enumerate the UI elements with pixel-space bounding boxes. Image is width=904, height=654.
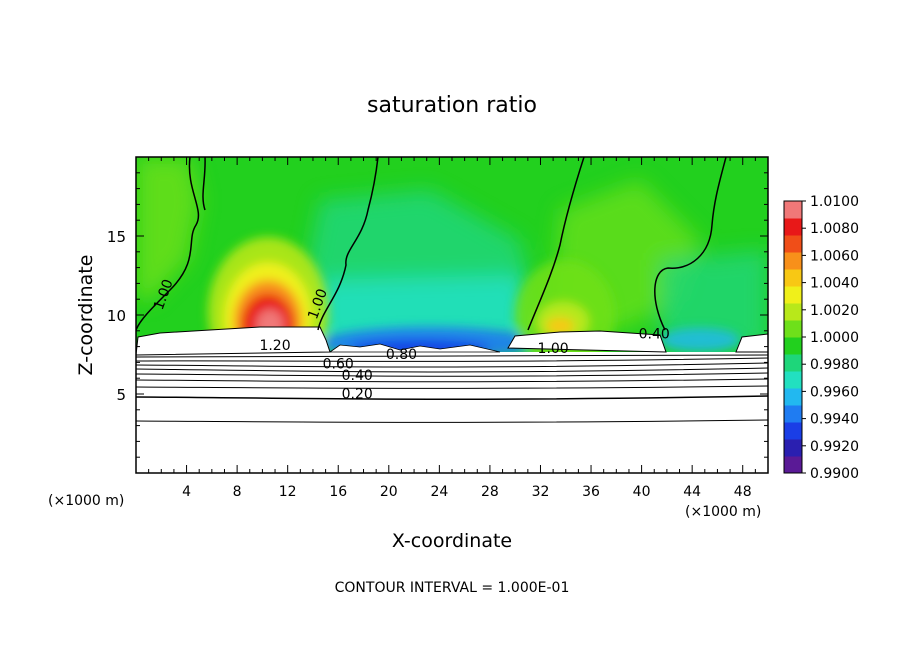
x-tick-label: 24 [430, 484, 448, 500]
colorbar-segment [784, 388, 802, 406]
contour-label: 0.40 [342, 368, 373, 384]
contour-label: 0.40 [639, 327, 670, 343]
colorbar-segment [784, 320, 802, 338]
colorbar-segment [784, 354, 802, 372]
cloud-patch-left [136, 326, 331, 356]
x-tick-label: 48 [734, 484, 752, 500]
x-tick-label: 4 [182, 484, 191, 500]
colorbar-segment [784, 405, 802, 423]
colorbar-tick-label: 1.0080 [810, 221, 859, 237]
x-tick-label: 44 [683, 484, 701, 500]
x-tick-label: 32 [532, 484, 550, 500]
x-tick-label: 40 [633, 484, 651, 500]
cloud-patch-edge [735, 333, 768, 353]
colorbar-segment [784, 286, 802, 304]
colorbar-tick-label: 0.9980 [810, 357, 859, 373]
y-axis-label: Z-coordinate [75, 255, 97, 376]
contour-label: 0.80 [386, 347, 417, 363]
x-tick-label: 28 [481, 484, 499, 500]
colorbar-segment [784, 269, 802, 287]
cloud-patch-mid [328, 343, 501, 353]
colorbar-tick-label: 1.0060 [810, 248, 859, 264]
colorbar-segment [784, 218, 802, 236]
colorbar-segment [784, 303, 802, 321]
colorbar-tick-label: 1.0020 [810, 303, 859, 319]
colorbar-tick-label: 0.9900 [810, 466, 859, 482]
colorbar-tick-label: 0.9920 [810, 439, 859, 455]
y-tick-label: 15 [107, 228, 126, 246]
y-axis: 5 10 15 [107, 172, 768, 458]
x-tick-label: 16 [329, 484, 347, 500]
subsaturated-right [660, 328, 740, 352]
colorbar-segment [784, 252, 802, 270]
colorbar-segment [784, 422, 802, 440]
x-tick-label: 8 [233, 484, 242, 500]
contour-labels: 1.00 1.001.200.800.600.400.201.000.40 [151, 277, 670, 402]
moist-region-left [136, 157, 200, 300]
contour-label: 1.00 [538, 341, 569, 357]
colorbar-tick-label: 1.0040 [810, 276, 859, 292]
colorbar-segment [784, 371, 802, 389]
contour-interval-note: CONTOUR INTERVAL = 1.000E-01 [335, 580, 570, 596]
colorbar-segment [784, 439, 802, 457]
contour-label: 1.20 [259, 338, 290, 354]
x-unit-right: (×1000 m) [685, 504, 761, 520]
colorbar-segment [784, 456, 802, 474]
colorbar-segment [784, 337, 802, 355]
colorbar-segment [784, 235, 802, 253]
chart-title: saturation ratio [367, 93, 537, 118]
x-unit-left: (×1000 m) [48, 493, 124, 509]
x-axis: 4 8 12 16 20 24 28 32 36 40 44 48 [148, 157, 756, 500]
x-tick-label: 12 [279, 484, 297, 500]
cloud-patch-right [507, 330, 667, 353]
colorbar-segment [784, 201, 802, 219]
contour-label: 0.60 [323, 357, 354, 373]
x-tick-label: 36 [582, 484, 600, 500]
x-axis-label: X-coordinate [392, 530, 512, 552]
y-tick-label: 5 [116, 386, 126, 404]
plume-right-core [546, 318, 574, 334]
colorbar-tick-label: 1.0000 [810, 330, 859, 346]
plot-area [136, 157, 768, 473]
contour-label: 0.20 [342, 387, 373, 403]
colorbar-tick-label: 0.9940 [810, 412, 859, 428]
dry-region-right [660, 250, 768, 350]
contour-1-00-lines [136, 157, 727, 331]
colorbar-tick-label: 1.0100 [810, 194, 859, 210]
colorbar: 1.0100 1.0080 1.0060 1.0040 1.0020 1.0000 0.99… [783, 194, 859, 482]
x-tick-label: 20 [380, 484, 398, 500]
contour-lines [136, 354, 768, 423]
colorbar-tick-label: 0.9960 [810, 384, 859, 400]
y-tick-label: 10 [107, 307, 126, 325]
